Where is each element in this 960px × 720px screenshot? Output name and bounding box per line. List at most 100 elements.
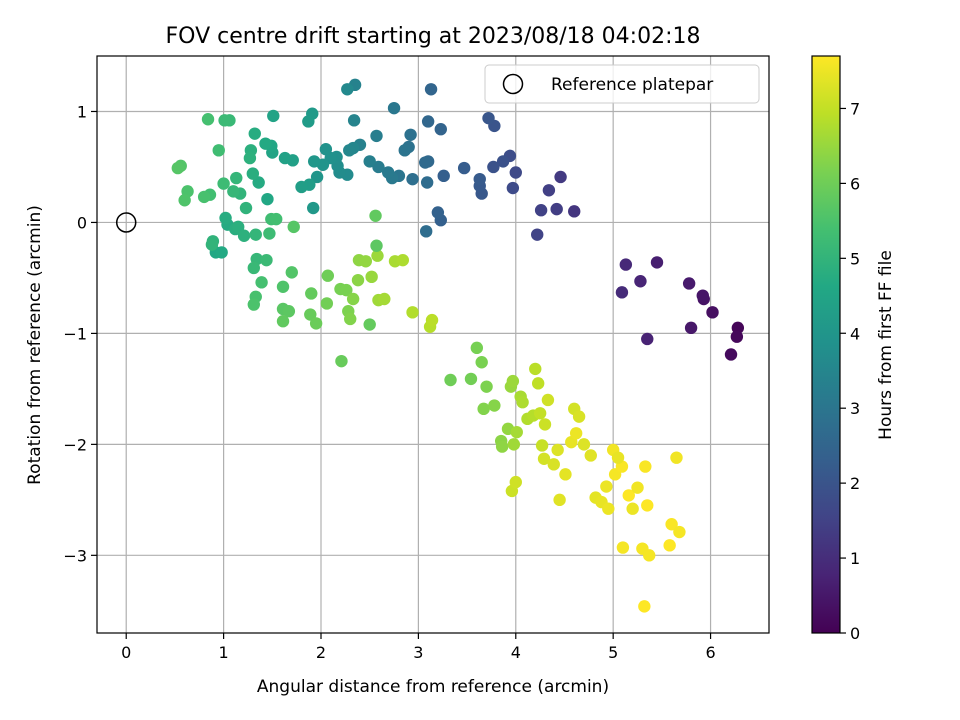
data-point — [205, 238, 219, 251]
data-point — [197, 190, 211, 204]
x-tick-label: 0 — [121, 643, 131, 662]
x-tick-label: 3 — [413, 643, 423, 662]
grid — [97, 56, 769, 633]
data-point — [267, 109, 280, 123]
colorbar-label: Hours from first FF file — [876, 250, 896, 440]
data-point — [496, 155, 510, 168]
data-point — [568, 205, 581, 218]
data-point — [282, 305, 296, 318]
data-point — [663, 539, 676, 552]
data-point — [506, 374, 520, 388]
data-point — [444, 373, 457, 387]
data-point — [255, 276, 268, 289]
data-point — [477, 402, 490, 416]
data-point — [584, 449, 597, 462]
data-point — [305, 287, 318, 300]
data-point — [346, 292, 360, 306]
x-tick-label: 2 — [316, 643, 326, 662]
data-point — [237, 229, 251, 242]
data-point — [550, 202, 563, 216]
data-point — [482, 111, 495, 125]
data-point — [382, 166, 395, 179]
data-point — [359, 255, 372, 268]
data-point — [420, 176, 434, 189]
data-point — [534, 204, 548, 217]
data-point — [457, 161, 471, 175]
data-point — [626, 502, 639, 515]
data-point — [363, 318, 376, 331]
data-point — [247, 261, 260, 275]
data-point — [673, 525, 686, 539]
y-tick-label: −2 — [63, 435, 87, 454]
data-point — [319, 143, 333, 156]
colorbar-gradient — [811, 55, 841, 634]
data-point — [347, 114, 361, 127]
data-point — [634, 275, 647, 288]
data-point — [171, 161, 185, 175]
chart-title: FOV centre drift starting at 2023/08/18 … — [166, 24, 701, 49]
data-point — [516, 396, 529, 409]
data-point — [304, 308, 317, 321]
data-point — [278, 151, 292, 165]
colorbar-tick-label: 0 — [850, 624, 860, 643]
data-point — [538, 418, 552, 431]
data-point — [396, 253, 410, 267]
data-point — [437, 169, 450, 183]
data-point — [363, 155, 376, 168]
data-point — [509, 475, 522, 489]
y-tick-label: −1 — [63, 324, 87, 343]
data-point — [320, 297, 334, 310]
data-point — [287, 220, 300, 234]
data-point — [553, 493, 566, 507]
data-point — [551, 443, 564, 457]
data-point — [577, 438, 591, 451]
data-point — [650, 256, 664, 269]
data-point — [340, 283, 353, 297]
data-point — [531, 377, 545, 390]
data-point — [424, 83, 438, 96]
scatter-points — [171, 78, 745, 613]
data-point — [495, 440, 509, 453]
data-point — [398, 144, 411, 157]
data-point — [232, 220, 245, 234]
reference-platepar-marker — [115, 212, 137, 233]
data-point — [464, 372, 478, 386]
data-point — [529, 362, 542, 376]
data-point — [404, 128, 417, 141]
data-point — [611, 451, 625, 464]
x-tick-label: 1 — [219, 643, 229, 662]
y-tick-label: 1 — [77, 102, 87, 121]
x-axis-label: Angular distance from reference (arcmin) — [257, 677, 609, 697]
data-point — [641, 332, 654, 346]
data-point — [434, 123, 447, 136]
data-point — [341, 83, 354, 96]
data-point — [387, 101, 401, 115]
data-point — [631, 481, 644, 494]
data-point — [470, 341, 484, 355]
y-tick-label: 0 — [77, 213, 87, 232]
data-point — [365, 270, 378, 284]
colorbar-tick-label: 6 — [850, 174, 860, 193]
data-point — [178, 194, 191, 207]
data-point — [531, 228, 544, 241]
data-point — [572, 410, 586, 423]
data-point — [276, 280, 290, 293]
data-point — [730, 330, 744, 343]
data-point — [696, 289, 709, 302]
data-point — [259, 137, 272, 150]
data-point — [285, 266, 298, 279]
data-point — [344, 312, 357, 326]
data-point — [541, 393, 555, 407]
data-point — [670, 451, 683, 464]
data-point — [295, 180, 308, 194]
data-point — [371, 249, 384, 262]
y-tick-label: −3 — [63, 546, 87, 565]
data-point — [509, 166, 522, 179]
data-point — [684, 321, 698, 335]
data-point — [219, 211, 232, 225]
y-axis-ticks: 1 0 −1 −2 −3 — [63, 102, 97, 565]
x-tick-label: 4 — [511, 643, 521, 662]
data-point — [480, 380, 493, 393]
data-point — [406, 306, 419, 319]
